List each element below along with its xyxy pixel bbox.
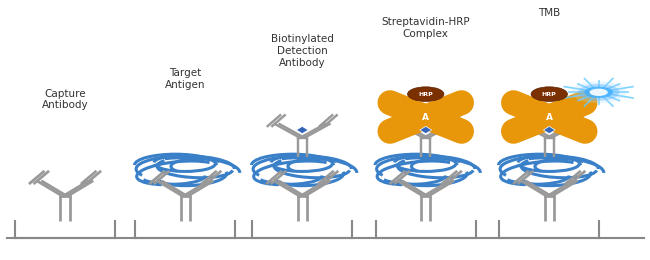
Text: Biotinylated
Detection
Antibody: Biotinylated Detection Antibody [271,34,333,68]
Text: A: A [546,113,552,121]
Circle shape [571,81,626,103]
Circle shape [408,87,444,101]
Text: HRP: HRP [419,92,433,97]
Circle shape [584,87,613,98]
Circle shape [590,89,608,96]
Text: A: A [422,113,429,121]
Text: TMB: TMB [538,8,560,18]
Text: HRP: HRP [542,92,556,97]
Text: Target
Antigen: Target Antigen [165,68,205,90]
Polygon shape [543,126,555,134]
Text: Capture
Antibody: Capture Antibody [42,89,88,110]
Polygon shape [420,126,432,134]
Polygon shape [296,126,308,134]
Text: Streptavidin-HRP
Complex: Streptavidin-HRP Complex [382,17,470,39]
Circle shape [578,84,619,101]
Circle shape [531,87,567,101]
